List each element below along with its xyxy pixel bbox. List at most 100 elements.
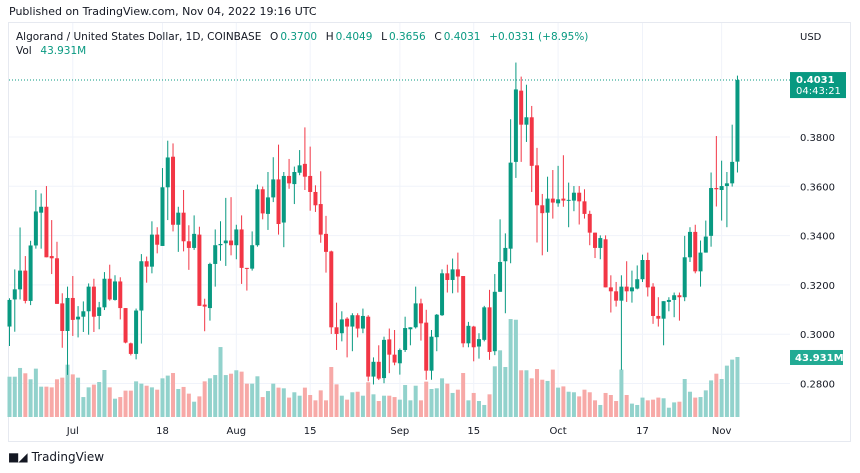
candle[interactable]	[450, 258, 455, 294]
candle[interactable]	[445, 264, 450, 293]
candle[interactable]	[207, 262, 212, 321]
candle[interactable]	[434, 313, 439, 352]
candle[interactable]	[371, 357, 376, 385]
candle[interactable]	[239, 215, 244, 284]
candle[interactable]	[197, 226, 202, 306]
candle[interactable]	[724, 172, 729, 228]
candle[interactable]	[186, 225, 191, 270]
candle[interactable]	[645, 252, 650, 297]
candle[interactable]	[308, 146, 313, 211]
candle[interactable]	[682, 235, 687, 302]
candle[interactable]	[297, 150, 302, 176]
candle[interactable]	[461, 276, 466, 348]
candle[interactable]	[540, 193, 545, 256]
candle[interactable]	[155, 227, 160, 254]
candle[interactable]	[181, 189, 186, 252]
candle[interactable]	[366, 315, 371, 382]
candles[interactable]	[7, 62, 740, 385]
candle[interactable]	[524, 84, 529, 142]
candle[interactable]	[687, 227, 692, 262]
candle[interactable]	[376, 345, 381, 381]
symbol-description[interactable]: Algorand / United States Dollar, 1D, COI…	[16, 31, 262, 43]
candle[interactable]	[703, 220, 708, 253]
candle[interactable]	[503, 233, 508, 314]
candle[interactable]	[466, 321, 471, 348]
candle[interactable]	[735, 75, 740, 173]
candle[interactable]	[118, 277, 123, 320]
candle[interactable]	[471, 325, 476, 362]
candle[interactable]	[213, 229, 218, 287]
candle[interactable]	[476, 333, 481, 359]
candle[interactable]	[102, 272, 107, 311]
candle[interactable]	[529, 105, 534, 192]
candle[interactable]	[313, 185, 318, 212]
price-axis[interactable]: 0.2800 0.3000 0.3200 0.3400 0.3600 0.3800	[800, 133, 835, 391]
candle[interactable]	[656, 297, 661, 327]
candle[interactable]	[318, 171, 323, 243]
candle[interactable]	[556, 165, 561, 207]
candle[interactable]	[123, 308, 128, 344]
candle[interactable]	[619, 275, 624, 370]
candle[interactable]	[281, 172, 286, 248]
candle[interactable]	[635, 265, 640, 290]
candle[interactable]	[382, 336, 387, 384]
candle[interactable]	[139, 254, 144, 344]
candle[interactable]	[250, 231, 255, 271]
candle[interactable]	[561, 155, 566, 207]
candle[interactable]	[709, 172, 714, 247]
candle[interactable]	[265, 172, 270, 230]
candle[interactable]	[603, 235, 608, 288]
candle[interactable]	[582, 189, 587, 219]
candle[interactable]	[202, 298, 207, 332]
candle[interactable]	[550, 170, 555, 219]
candle[interactable]	[513, 62, 518, 178]
candle[interactable]	[577, 186, 582, 225]
candle[interactable]	[65, 286, 70, 375]
candle[interactable]	[44, 186, 49, 258]
candle[interactable]	[39, 193, 44, 249]
candle[interactable]	[234, 224, 239, 260]
candle[interactable]	[329, 250, 334, 334]
candle[interactable]	[18, 227, 23, 300]
candle[interactable]	[276, 144, 281, 235]
candle[interactable]	[287, 158, 292, 189]
candle[interactable]	[424, 309, 429, 380]
candle[interactable]	[719, 160, 724, 221]
candle[interactable]	[165, 140, 170, 221]
candle[interactable]	[260, 186, 265, 220]
candle[interactable]	[149, 221, 154, 274]
candle[interactable]	[113, 275, 117, 301]
candle[interactable]	[218, 221, 223, 261]
candle[interactable]	[429, 330, 434, 380]
candle[interactable]	[223, 197, 228, 266]
candle[interactable]	[413, 286, 418, 329]
candle[interactable]	[302, 127, 307, 190]
candle[interactable]	[244, 267, 249, 291]
candle[interactable]	[651, 283, 656, 324]
candle[interactable]	[192, 215, 197, 250]
candle[interactable]	[7, 298, 12, 347]
candle[interactable]	[593, 232, 598, 259]
candle[interactable]	[698, 240, 703, 287]
candle[interactable]	[160, 168, 165, 246]
candle[interactable]	[345, 317, 350, 358]
candle[interactable]	[492, 274, 497, 356]
candle[interactable]	[23, 256, 28, 304]
candle[interactable]	[730, 124, 735, 187]
candle[interactable]	[535, 147, 539, 243]
candle[interactable]	[387, 328, 392, 374]
candle[interactable]	[408, 327, 413, 346]
candle[interactable]	[97, 301, 102, 330]
candle[interactable]	[350, 313, 355, 352]
candle[interactable]	[81, 301, 86, 332]
candle[interactable]	[666, 297, 671, 312]
candle[interactable]	[76, 306, 81, 338]
candle[interactable]	[392, 330, 397, 366]
candle[interactable]	[571, 186, 576, 212]
candle[interactable]	[498, 219, 503, 292]
candle[interactable]	[176, 206, 181, 252]
candle[interactable]	[334, 302, 339, 350]
time-axis[interactable]: Jul 18 Aug 15 Sep 15 Oct 17 Nov	[66, 426, 732, 437]
candle[interactable]	[339, 311, 344, 342]
